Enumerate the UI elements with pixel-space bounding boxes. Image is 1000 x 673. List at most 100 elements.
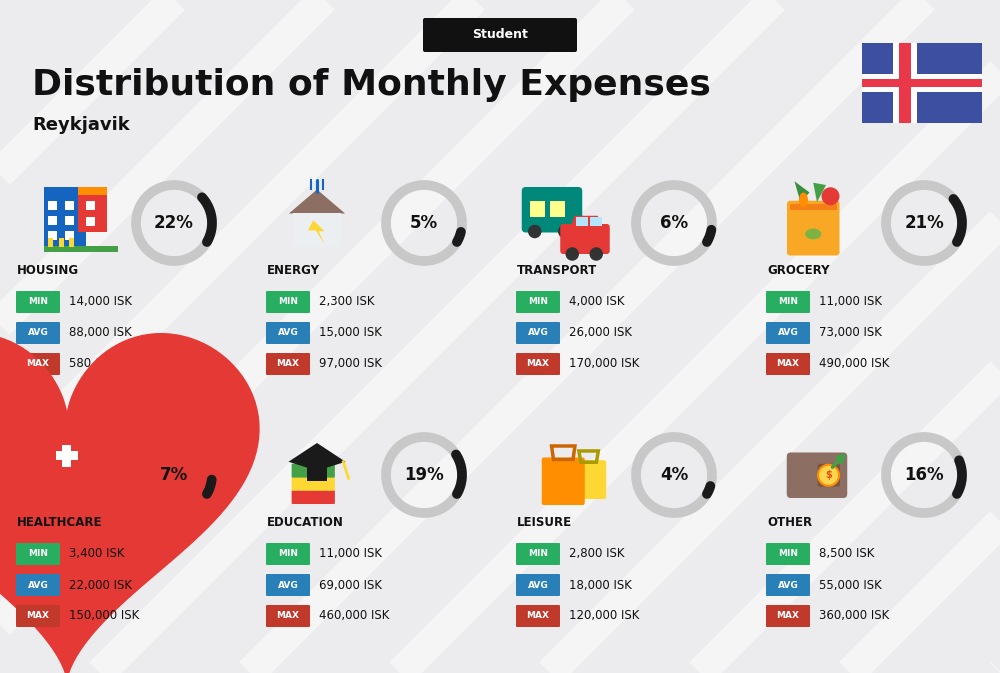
FancyBboxPatch shape xyxy=(766,574,810,596)
Text: 2,300 ISK: 2,300 ISK xyxy=(319,295,374,308)
Ellipse shape xyxy=(805,229,821,240)
Bar xyxy=(893,43,917,123)
Text: LEISURE: LEISURE xyxy=(517,516,572,530)
Text: $: $ xyxy=(825,470,832,481)
Text: MAX: MAX xyxy=(526,612,550,621)
Bar xyxy=(862,74,982,92)
Text: Student: Student xyxy=(472,28,528,42)
FancyBboxPatch shape xyxy=(522,187,582,232)
FancyBboxPatch shape xyxy=(266,291,310,313)
FancyBboxPatch shape xyxy=(787,452,847,498)
FancyBboxPatch shape xyxy=(37,489,97,516)
Text: 170,000 ISK: 170,000 ISK xyxy=(569,357,639,371)
Text: AVG: AVG xyxy=(528,328,548,337)
Text: MIN: MIN xyxy=(528,549,548,559)
Text: 21%: 21% xyxy=(904,214,944,232)
Text: 18,000 ISK: 18,000 ISK xyxy=(569,579,632,592)
Polygon shape xyxy=(288,443,346,470)
FancyBboxPatch shape xyxy=(571,460,606,499)
FancyBboxPatch shape xyxy=(16,353,60,375)
Text: MAX: MAX xyxy=(276,359,300,369)
FancyBboxPatch shape xyxy=(787,201,840,256)
Bar xyxy=(48,201,57,210)
Text: 2,800 ISK: 2,800 ISK xyxy=(569,548,624,561)
FancyBboxPatch shape xyxy=(766,291,810,313)
Bar xyxy=(59,238,64,247)
FancyBboxPatch shape xyxy=(266,322,310,344)
Bar xyxy=(48,231,57,240)
Text: MIN: MIN xyxy=(778,297,798,306)
Bar xyxy=(899,43,911,123)
Text: MAX: MAX xyxy=(526,359,550,369)
Text: MAX: MAX xyxy=(777,359,800,369)
Text: 15,000 ISK: 15,000 ISK xyxy=(319,326,382,339)
Bar xyxy=(550,201,565,217)
FancyBboxPatch shape xyxy=(292,476,335,491)
FancyBboxPatch shape xyxy=(266,353,310,375)
Text: MIN: MIN xyxy=(28,297,48,306)
FancyBboxPatch shape xyxy=(766,543,810,565)
Text: 11,000 ISK: 11,000 ISK xyxy=(819,295,882,308)
Text: 5%: 5% xyxy=(410,214,438,232)
Text: AVG: AVG xyxy=(528,581,548,590)
Text: AVG: AVG xyxy=(278,328,298,337)
Bar xyxy=(62,444,72,467)
Text: TRANSPORT: TRANSPORT xyxy=(517,264,597,277)
Text: Distribution of Monthly Expenses: Distribution of Monthly Expenses xyxy=(32,68,711,102)
Text: 360,000 ISK: 360,000 ISK xyxy=(819,610,889,623)
Text: MIN: MIN xyxy=(528,297,548,306)
Text: 14,000 ISK: 14,000 ISK xyxy=(69,295,132,308)
Text: 580,000 ISK: 580,000 ISK xyxy=(69,357,139,371)
Polygon shape xyxy=(289,190,345,213)
FancyBboxPatch shape xyxy=(16,574,60,596)
Text: 88,000 ISK: 88,000 ISK xyxy=(69,326,132,339)
Bar xyxy=(862,43,982,123)
Bar xyxy=(862,79,982,87)
Text: AVG: AVG xyxy=(778,581,798,590)
FancyBboxPatch shape xyxy=(516,574,560,596)
Circle shape xyxy=(822,187,840,205)
Text: 97,000 ISK: 97,000 ISK xyxy=(319,357,382,371)
Text: MIN: MIN xyxy=(28,549,48,559)
Bar xyxy=(56,452,78,460)
Text: MAX: MAX xyxy=(777,612,800,621)
FancyBboxPatch shape xyxy=(266,605,310,627)
FancyBboxPatch shape xyxy=(16,322,60,344)
Polygon shape xyxy=(571,216,603,227)
Text: 55,000 ISK: 55,000 ISK xyxy=(819,579,882,592)
Text: 150,000 ISK: 150,000 ISK xyxy=(69,610,139,623)
Text: AVG: AVG xyxy=(778,328,798,337)
Text: MIN: MIN xyxy=(278,549,298,559)
FancyBboxPatch shape xyxy=(560,224,610,254)
FancyBboxPatch shape xyxy=(516,605,560,627)
Bar xyxy=(78,187,107,232)
Text: 22,000 ISK: 22,000 ISK xyxy=(69,579,132,592)
Text: ENERGY: ENERGY xyxy=(267,264,320,277)
Bar xyxy=(44,246,118,252)
FancyBboxPatch shape xyxy=(766,605,810,627)
FancyBboxPatch shape xyxy=(516,291,560,313)
Bar xyxy=(48,238,53,247)
Bar xyxy=(65,201,74,210)
FancyBboxPatch shape xyxy=(292,490,335,504)
Circle shape xyxy=(818,465,839,486)
Circle shape xyxy=(590,247,603,260)
FancyBboxPatch shape xyxy=(16,543,60,565)
Text: MIN: MIN xyxy=(278,297,298,306)
FancyBboxPatch shape xyxy=(423,18,577,52)
FancyBboxPatch shape xyxy=(16,605,60,627)
Text: 26,000 ISK: 26,000 ISK xyxy=(569,326,632,339)
Text: 16%: 16% xyxy=(904,466,944,484)
Text: EDUCATION: EDUCATION xyxy=(267,516,344,530)
Bar xyxy=(530,201,545,217)
Bar xyxy=(48,216,57,225)
Text: HEALTHCARE: HEALTHCARE xyxy=(17,516,103,530)
Polygon shape xyxy=(0,334,259,673)
Text: MAX: MAX xyxy=(26,612,49,621)
Bar xyxy=(69,238,74,247)
Polygon shape xyxy=(794,181,810,203)
FancyBboxPatch shape xyxy=(542,458,585,505)
FancyBboxPatch shape xyxy=(818,464,840,487)
Circle shape xyxy=(566,247,579,260)
Text: MIN: MIN xyxy=(778,549,798,559)
